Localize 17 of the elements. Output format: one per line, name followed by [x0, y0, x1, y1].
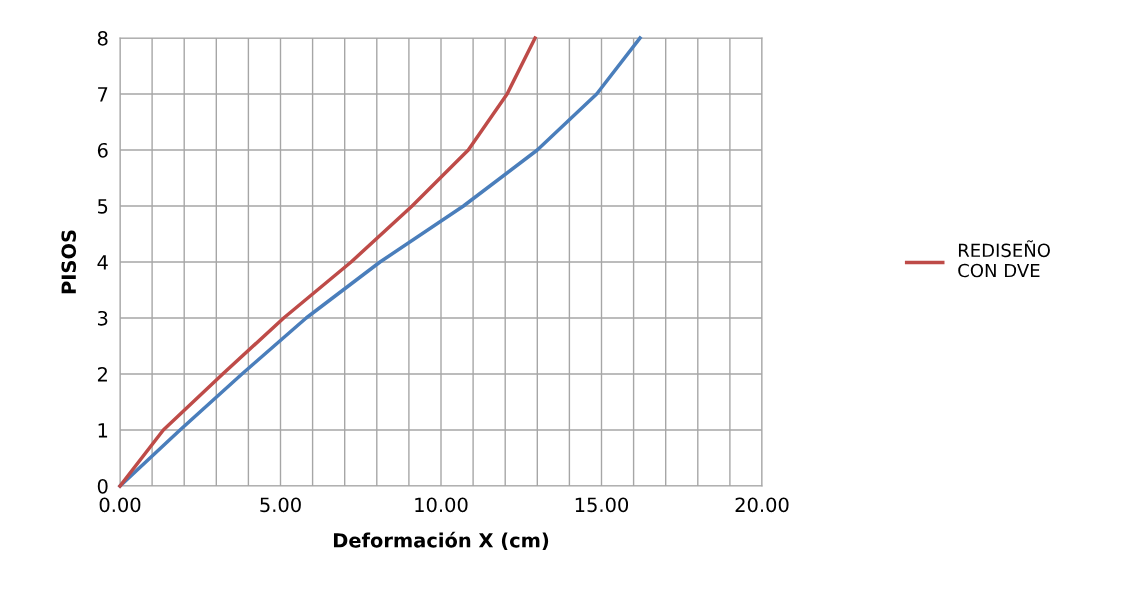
y-tick-label: 3 — [98, 310, 108, 326]
y-tick-label: 5 — [98, 199, 108, 214]
x-tick-label: 5.00 — [260, 497, 301, 513]
x-axis-title: Deformación X (cm) — [333, 531, 549, 550]
y-tick-label: 6 — [97, 142, 108, 158]
y-tick-label: 8 — [97, 30, 108, 46]
x-tick-label: 0.00 — [99, 497, 141, 513]
legend-label: REDISEÑO CON DVE — [958, 240, 1050, 278]
y-tick-label: 2 — [97, 366, 107, 382]
y-axis-title: PISOS — [61, 230, 77, 294]
x-tick-label: 10.00 — [415, 497, 468, 513]
x-tick-label: 15.00 — [575, 497, 629, 513]
y-tick-label: 1 — [98, 423, 108, 438]
y-tick-label: 7 — [98, 87, 108, 102]
y-tick-label: 0 — [97, 478, 108, 494]
y-tick-label: 4 — [97, 255, 108, 270]
x-tick-label: 20.00 — [735, 497, 789, 513]
